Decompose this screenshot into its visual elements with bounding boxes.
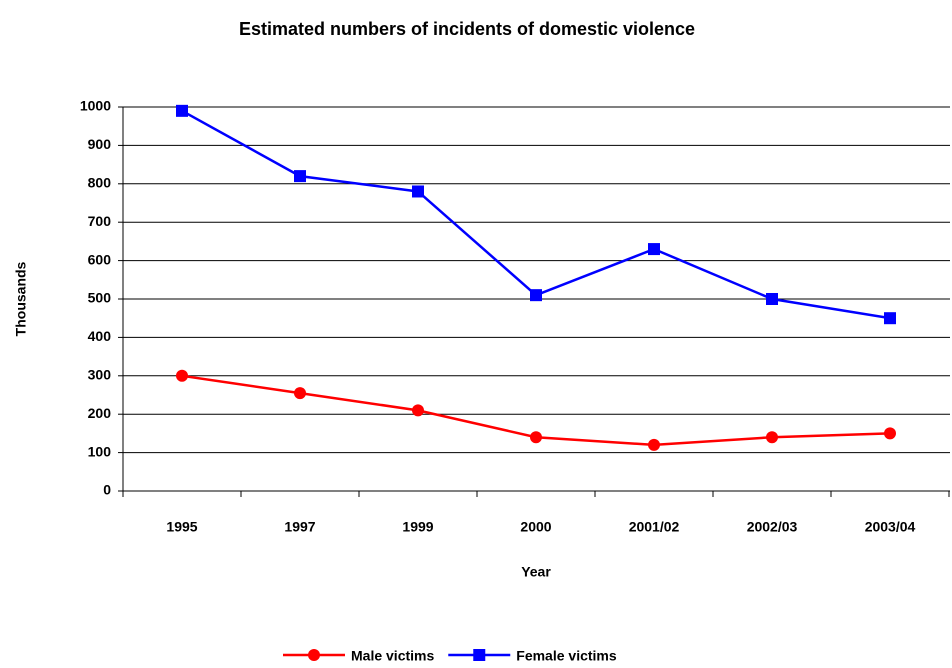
y-tick-label: 700 (88, 213, 112, 229)
y-tick-label: 200 (88, 405, 112, 421)
y-tick-label: 100 (88, 443, 112, 459)
point (176, 369, 188, 382)
point (766, 293, 778, 305)
y-tick-label: 300 (88, 367, 112, 383)
legend-marker (473, 649, 486, 661)
point (530, 431, 542, 444)
x-axis-label: Year (521, 564, 551, 580)
y-tick-label: 800 (88, 175, 112, 191)
x-tick-label: 1997 (284, 519, 315, 535)
point (530, 289, 542, 302)
chart-title: Estimated numbers of incidents of domest… (239, 19, 695, 39)
x-tick-label: 2003/04 (865, 519, 916, 535)
point (412, 404, 424, 417)
point (648, 243, 660, 256)
legend-marker (308, 649, 320, 661)
x-tick-label: 2000 (520, 519, 551, 535)
y-tick-label: 600 (88, 251, 112, 267)
y-axis-label: Thousands (13, 261, 29, 336)
x-tick-label: 2001/02 (629, 519, 680, 535)
series-line (181, 109, 891, 320)
y-tick-label: 900 (88, 136, 112, 152)
y-tick-label: 400 (88, 328, 112, 344)
point (884, 312, 896, 325)
point (648, 438, 660, 451)
y-tick-label: 0 (103, 482, 111, 498)
y-tick-label: 500 (88, 290, 112, 306)
point (412, 185, 424, 198)
x-tick-label: 1999 (402, 519, 433, 535)
legend-label: Female victims (516, 648, 617, 664)
point (294, 387, 306, 400)
legend-label: Male victims (351, 648, 434, 664)
point (294, 170, 306, 183)
x-tick-label: 1995 (166, 519, 197, 535)
point (176, 104, 188, 117)
point (884, 427, 896, 440)
point (766, 431, 778, 444)
x-tick-label: 2002/03 (747, 519, 798, 535)
y-tick-label: 1000 (80, 98, 111, 114)
